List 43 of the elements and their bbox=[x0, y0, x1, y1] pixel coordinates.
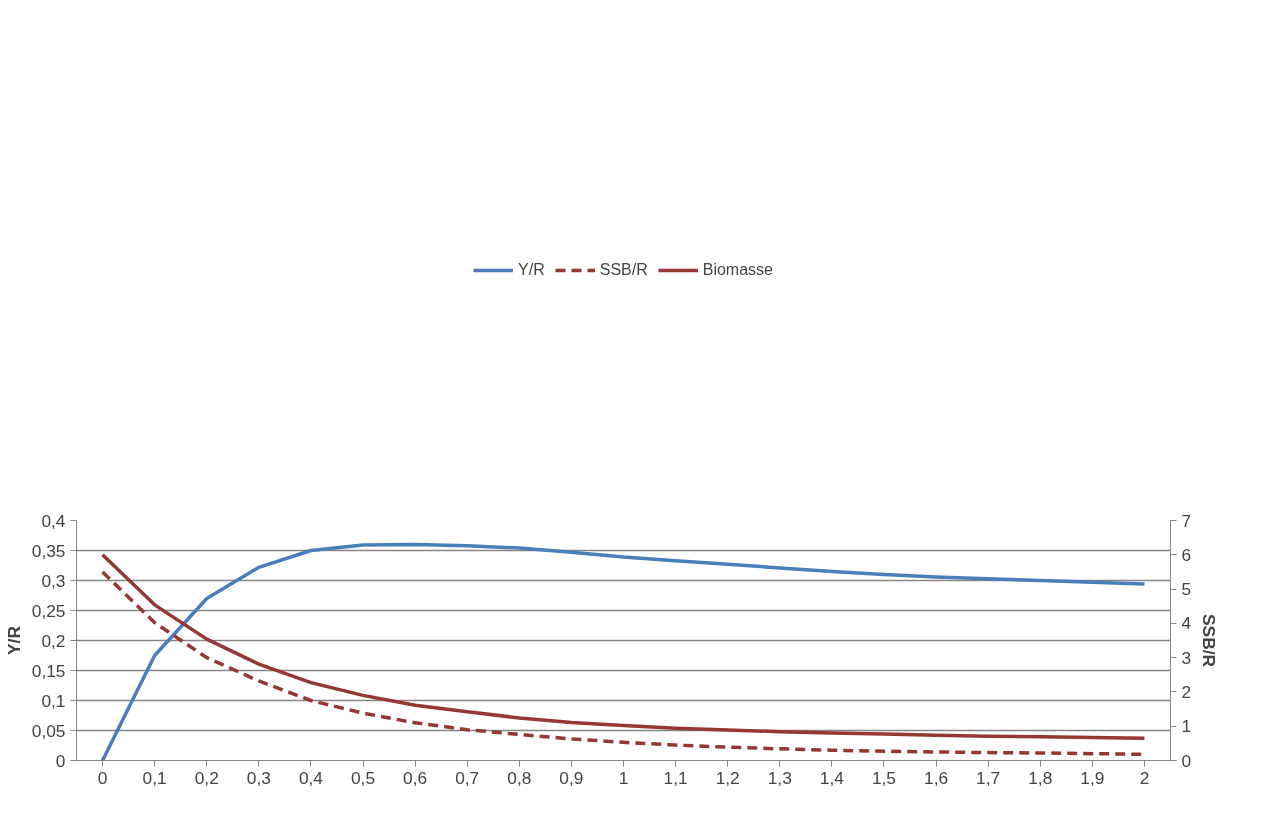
x-tick-label: 1,1 bbox=[663, 767, 688, 788]
y-tick-label: 0,1 bbox=[41, 690, 66, 711]
y2-axis-title: SSB/R bbox=[1199, 614, 1220, 668]
x-tick-label: 1,8 bbox=[1028, 767, 1053, 788]
y-tick-label: 0,05 bbox=[31, 720, 66, 741]
y-tick-label: 0,25 bbox=[31, 600, 66, 621]
x-tick-label: 0 bbox=[97, 767, 108, 788]
x-tick-label: 2 bbox=[1139, 767, 1150, 788]
x-tick-label: 0,1 bbox=[142, 767, 167, 788]
x-tick-label: 1 bbox=[618, 767, 629, 788]
y2-tick-label: 0 bbox=[1181, 750, 1192, 771]
y-axis-title: Y/R bbox=[3, 625, 24, 655]
legend-label: Biomasse bbox=[702, 261, 773, 279]
y2-tick-label: 4 bbox=[1181, 613, 1192, 634]
y2-tick-label: 3 bbox=[1181, 647, 1192, 668]
x-tick-label: 0,9 bbox=[559, 767, 584, 788]
y-tick-label: 0,4 bbox=[41, 510, 66, 531]
y2-tick-label: 5 bbox=[1181, 579, 1192, 600]
x-tick-label: 1,4 bbox=[819, 767, 845, 788]
x-tick-label: 1,6 bbox=[924, 767, 949, 788]
legend-label: Y/R bbox=[518, 261, 545, 279]
y-tick-label: 0,35 bbox=[31, 540, 66, 561]
y2-tick-label: 7 bbox=[1181, 510, 1192, 531]
y2-tick-label: 1 bbox=[1181, 716, 1192, 737]
x-tick-label: 0,6 bbox=[403, 767, 428, 788]
x-tick-label: 0,5 bbox=[350, 767, 376, 788]
x-tick-label: 1,5 bbox=[871, 767, 897, 788]
x-tick-label: 0,8 bbox=[507, 767, 532, 788]
x-tick-label: 1,3 bbox=[767, 767, 792, 788]
x-tick-label: 0,2 bbox=[194, 767, 219, 788]
y-tick-label: 0,3 bbox=[41, 570, 66, 591]
y-tick-label: 0 bbox=[55, 750, 66, 771]
y-tick-label: 0,2 bbox=[41, 630, 66, 651]
y2-tick-label: 6 bbox=[1181, 544, 1192, 565]
x-tick-label: 0,7 bbox=[455, 767, 480, 788]
y2-tick-label: 2 bbox=[1181, 681, 1192, 702]
x-tick-label: 0,4 bbox=[298, 767, 324, 788]
y-tick-label: 0,15 bbox=[31, 660, 66, 681]
x-tick-label: 1,2 bbox=[715, 767, 740, 788]
x-tick-label: 1,7 bbox=[976, 767, 1001, 788]
legend-label: SSB/R bbox=[599, 261, 648, 279]
x-tick-label: 0,3 bbox=[246, 767, 271, 788]
x-tick-label: 1,9 bbox=[1080, 767, 1105, 788]
